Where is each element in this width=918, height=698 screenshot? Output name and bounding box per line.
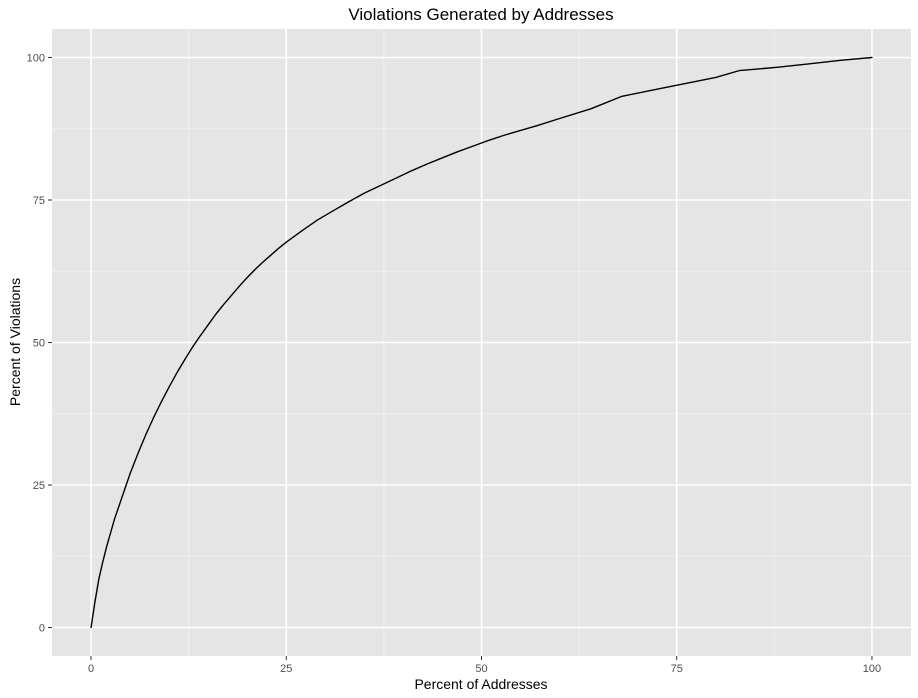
x-axis-title: Percent of Addresses xyxy=(414,676,547,692)
x-tick-label: 0 xyxy=(88,663,94,675)
y-tick-label: 50 xyxy=(33,338,45,350)
x-tick-label: 100 xyxy=(863,663,881,675)
y-tick-label: 0 xyxy=(39,623,45,635)
y-axis-title: Percent of Violations xyxy=(7,278,23,406)
x-tick-label: 25 xyxy=(280,663,292,675)
x-tick-label: 50 xyxy=(475,663,487,675)
y-tick-label: 100 xyxy=(27,53,45,65)
series-line xyxy=(90,56,873,629)
x-axis-ticks: 0 25 50 75 100 xyxy=(88,656,881,675)
chart-title: Violations Generated by Addresses xyxy=(348,5,613,24)
x-tick-label: 75 xyxy=(671,663,683,675)
y-tick-label: 75 xyxy=(33,195,45,207)
y-axis-ticks: 0 25 50 75 100 xyxy=(27,53,52,635)
y-tick-label: 25 xyxy=(33,480,45,492)
